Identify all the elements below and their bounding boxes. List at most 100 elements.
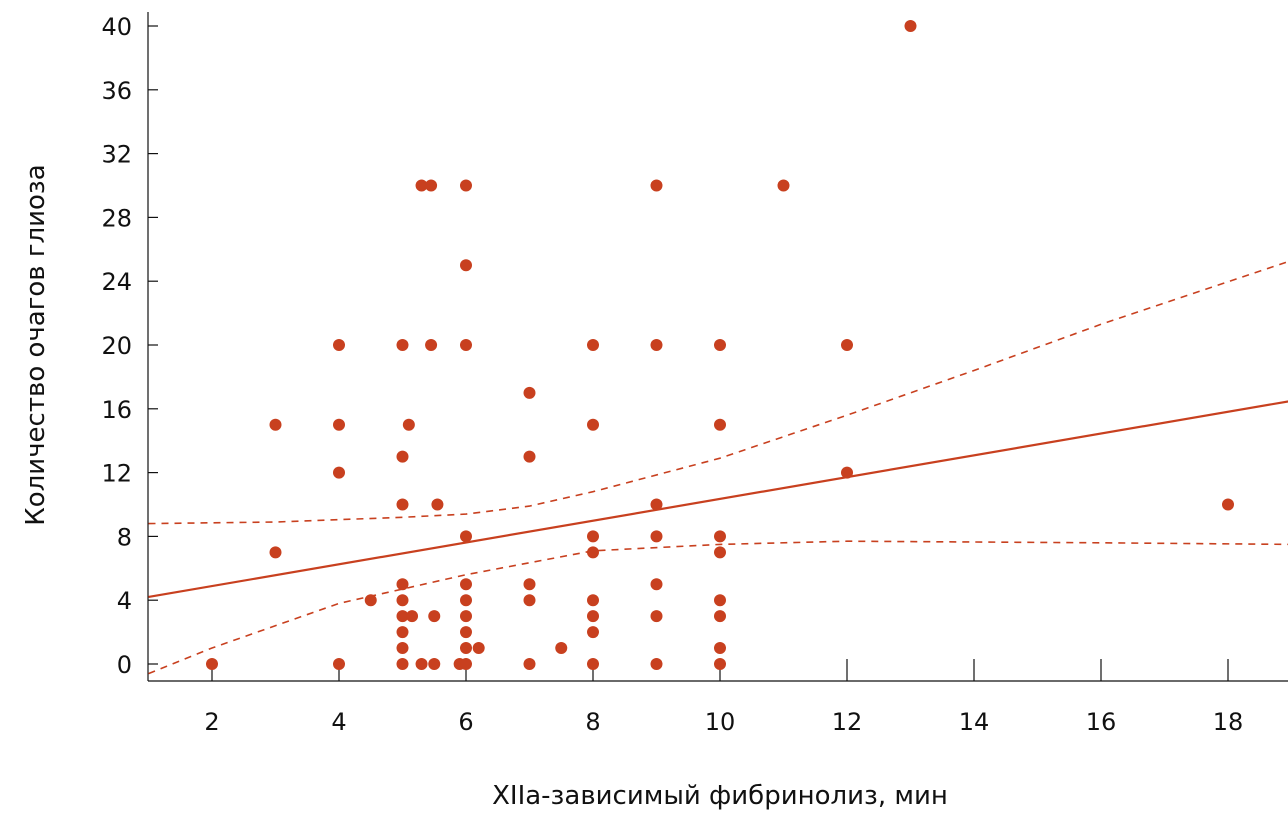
regression-line <box>148 400 1288 599</box>
data-point <box>587 626 599 639</box>
y-tick-label: 8 <box>117 523 132 551</box>
data-point <box>396 594 409 607</box>
data-point <box>650 498 663 511</box>
data-point <box>396 339 409 351</box>
data-point <box>396 578 409 591</box>
x-tick-label: 8 <box>585 708 600 736</box>
data-point <box>587 546 599 559</box>
y-tick-label: 36 <box>101 77 132 105</box>
data-point <box>650 339 663 351</box>
y-tick-label: 28 <box>101 204 132 232</box>
x-axis-label: XIIa-зависимый фибринолиз, мин <box>492 781 948 811</box>
data-point <box>555 642 568 655</box>
data-point <box>269 546 282 559</box>
data-point <box>364 594 377 607</box>
y-tick-label: 32 <box>101 141 132 169</box>
data-point <box>396 642 409 655</box>
data-point <box>587 418 599 431</box>
data-point <box>714 658 726 670</box>
data-point <box>650 578 663 591</box>
confidence-bands <box>148 260 1288 675</box>
data-point <box>523 450 536 463</box>
data-point <box>650 179 663 192</box>
data-point <box>396 610 409 623</box>
data-point <box>425 339 438 351</box>
data-point <box>415 179 428 192</box>
data-point <box>460 610 472 623</box>
data-point <box>460 626 472 639</box>
data-point <box>460 578 472 591</box>
y-tick-label: 16 <box>101 396 132 424</box>
data-point <box>460 339 472 351</box>
data-point <box>904 20 917 32</box>
data-point <box>333 339 345 351</box>
data-point <box>714 530 726 543</box>
x-tick-label: 4 <box>331 708 346 736</box>
y-tick-label: 4 <box>117 587 132 615</box>
y-tick-label: 24 <box>101 268 132 296</box>
data-point <box>428 658 441 670</box>
y-tick-label: 0 <box>117 651 132 679</box>
data-point <box>714 339 726 351</box>
y-axis-label: Количество очагов глиоза <box>21 164 51 525</box>
data-point <box>460 658 472 670</box>
lower-ci-line <box>148 540 1288 675</box>
data-point <box>650 658 663 670</box>
data-point <box>460 642 472 655</box>
data-point <box>396 626 409 639</box>
data-point <box>472 642 485 655</box>
data-point <box>333 658 345 670</box>
data-point <box>396 658 409 670</box>
x-tick-label: 14 <box>959 708 990 736</box>
data-point <box>523 386 536 399</box>
x-tick-label: 10 <box>705 708 736 736</box>
data-point <box>587 658 599 670</box>
data-point <box>460 530 472 543</box>
data-point <box>523 594 536 607</box>
data-point <box>841 466 853 479</box>
x-tick-label: 16 <box>1086 708 1117 736</box>
x-tick-label: 6 <box>458 708 473 736</box>
data-point <box>777 179 790 192</box>
data-point <box>333 418 345 431</box>
data-point <box>402 418 415 431</box>
x-tick-label: 2 <box>204 708 219 736</box>
data-points <box>206 20 1234 670</box>
y-tick-label: 20 <box>101 332 132 360</box>
data-point <box>587 530 599 543</box>
y-tick-label: 12 <box>101 460 132 488</box>
data-point <box>587 339 599 351</box>
data-point <box>523 578 536 591</box>
data-point <box>269 418 282 431</box>
data-point <box>460 179 472 192</box>
data-point <box>406 610 419 623</box>
data-point <box>714 610 726 623</box>
data-point <box>460 594 472 607</box>
data-point <box>396 498 409 511</box>
data-point <box>587 610 599 623</box>
data-point <box>333 466 345 479</box>
data-point <box>425 179 438 192</box>
data-point <box>714 594 726 607</box>
data-point <box>1222 498 1234 511</box>
data-point <box>714 418 726 431</box>
data-point <box>714 642 726 655</box>
x-tick-label: 12 <box>832 708 863 736</box>
data-point <box>460 259 472 272</box>
data-point <box>714 546 726 559</box>
y-tick-label: 40 <box>101 13 132 41</box>
data-point <box>396 450 409 463</box>
x-tick-label: 18 <box>1213 708 1244 736</box>
data-point <box>431 498 444 511</box>
data-point <box>428 610 441 623</box>
data-point <box>415 658 428 670</box>
data-point <box>650 530 663 543</box>
data-point <box>650 610 663 623</box>
data-point <box>587 594 599 607</box>
data-point <box>206 658 218 670</box>
data-point <box>523 658 536 670</box>
upper-ci-line <box>148 260 1288 525</box>
data-point <box>841 339 853 351</box>
